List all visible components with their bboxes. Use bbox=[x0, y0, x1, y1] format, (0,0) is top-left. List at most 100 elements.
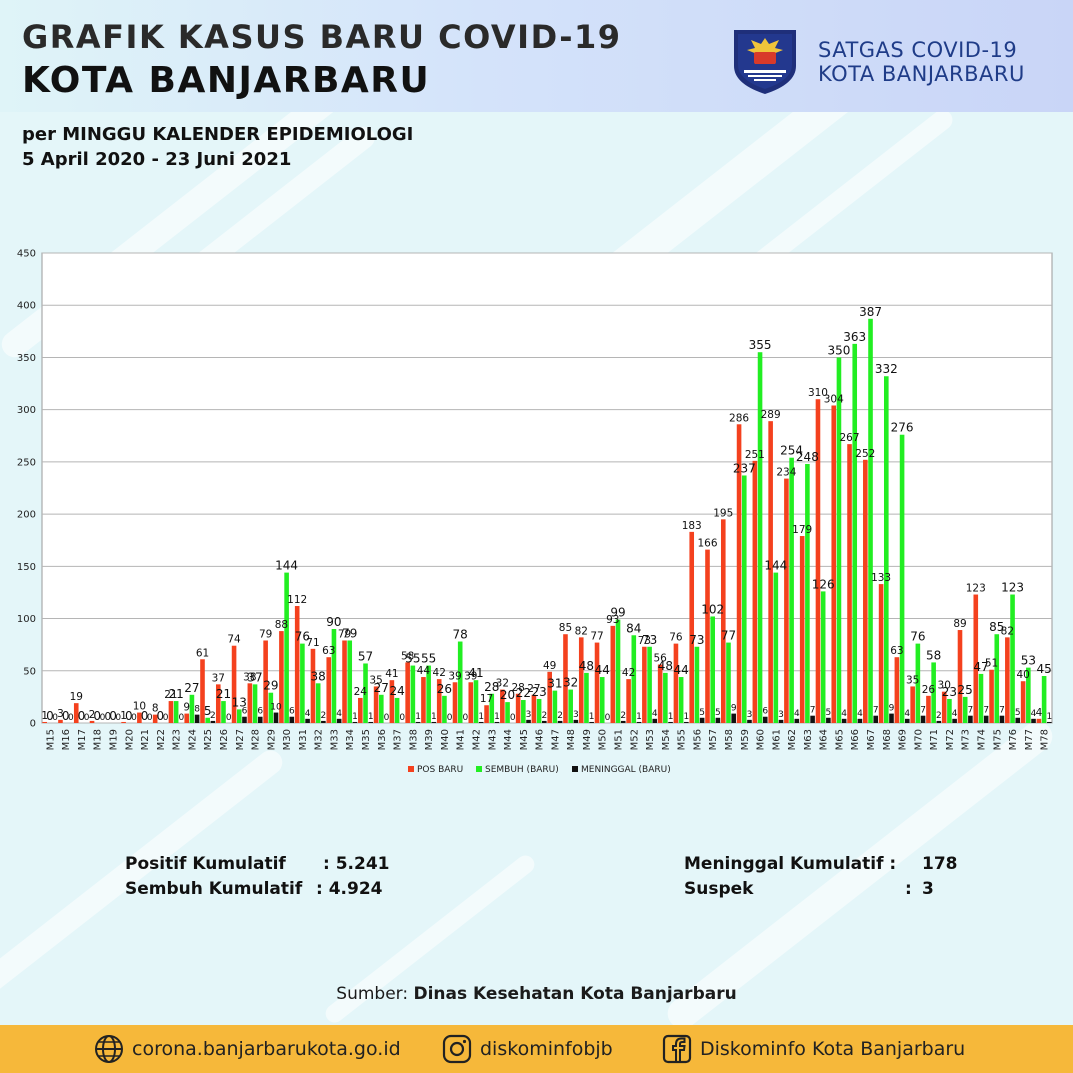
bar-m73-series2 bbox=[968, 715, 973, 723]
y-tick-label-150: 150 bbox=[17, 562, 36, 573]
data-label-m48-series2: 3 bbox=[573, 710, 579, 720]
bar-m77-series1 bbox=[1026, 667, 1031, 723]
bar-m33-series2 bbox=[336, 718, 342, 723]
data-label-m55-series1: 44 bbox=[673, 663, 688, 677]
bar-m67-series0 bbox=[863, 459, 868, 723]
data-label-m20-series0: 1 bbox=[120, 710, 127, 722]
bar-m38-series0 bbox=[405, 662, 410, 723]
bar-m35-series1 bbox=[363, 663, 368, 723]
data-label-m40-series1: 26 bbox=[437, 682, 452, 696]
x-tick-label-m78: M78 bbox=[1040, 729, 1051, 750]
data-label-m57-series1: 102 bbox=[701, 602, 724, 616]
x-tick-label-m74: M74 bbox=[976, 729, 987, 750]
x-tick-label-m53: M53 bbox=[645, 729, 656, 750]
bar-m44-series1 bbox=[505, 702, 510, 723]
data-label-m59-series1: 237 bbox=[733, 461, 756, 475]
data-label-m58-series1: 77 bbox=[721, 629, 736, 643]
data-label-m60-series0: 251 bbox=[745, 449, 765, 461]
data-label-m40-series0: 42 bbox=[433, 667, 446, 679]
bar-m15-series0 bbox=[42, 721, 47, 723]
bar-m62-series0 bbox=[784, 478, 789, 723]
bar-m60-series0 bbox=[752, 460, 758, 723]
page-title-city: KOTA BANJARBARU bbox=[22, 60, 431, 101]
bar-m31-series1 bbox=[300, 643, 305, 723]
data-label-m22-series2: 0 bbox=[163, 713, 169, 723]
data-label-m31-series0: 112 bbox=[287, 594, 307, 606]
bar-m18-series0 bbox=[89, 720, 95, 723]
bar-m78-series0 bbox=[1036, 718, 1042, 723]
bar-m71-series0 bbox=[926, 695, 931, 723]
data-label-m57-series0: 166 bbox=[697, 538, 717, 550]
data-label-m46-series1: 23 bbox=[531, 685, 546, 699]
bar-m55-series1 bbox=[678, 677, 684, 723]
x-tick-label-m43: M43 bbox=[487, 729, 498, 750]
data-label-m32-series2: 2 bbox=[321, 711, 327, 721]
bar-m56-series2 bbox=[699, 717, 705, 723]
data-label-m65-series1: 350 bbox=[827, 343, 850, 357]
bar-m75-series2 bbox=[999, 715, 1005, 723]
data-label-m78-series0: 4 bbox=[1036, 707, 1043, 719]
bar-m51-series0 bbox=[610, 625, 616, 723]
instagram-handle[interactable]: diskominfobjb bbox=[480, 1038, 613, 1060]
x-tick-label-m35: M35 bbox=[361, 729, 372, 750]
data-label-m73-series1: 25 bbox=[958, 683, 973, 697]
website-url[interactable]: corona.banjarbarukota.go.id bbox=[132, 1038, 401, 1060]
bar-m78-series2 bbox=[1047, 721, 1052, 723]
bar-m68-series2 bbox=[889, 713, 894, 723]
footer-bar: corona.banjarbarukota.go.id diskominfobj… bbox=[0, 1025, 1073, 1073]
bar-m66-series1 bbox=[852, 343, 858, 723]
x-tick-label-m77: M77 bbox=[1024, 729, 1035, 750]
data-label-m76-series0: 82 bbox=[1001, 625, 1014, 637]
data-label-m68-series0: 133 bbox=[871, 572, 891, 584]
data-label-m31-series1: 76 bbox=[295, 630, 310, 644]
globe-icon bbox=[95, 1035, 123, 1063]
data-label-m37-series2: 0 bbox=[399, 713, 405, 723]
bar-m17-series0 bbox=[73, 703, 79, 723]
data-label-m51-series1: 99 bbox=[610, 606, 625, 620]
sembuh-kumulatif-label: Sembuh Kumulatif bbox=[125, 879, 303, 899]
bar-m43-series1 bbox=[489, 693, 495, 723]
bar-m72-series0 bbox=[941, 691, 947, 723]
data-label-m69-series2: 4 bbox=[904, 709, 910, 719]
data-label-m19-series2: 0 bbox=[115, 713, 121, 723]
bar-m34-series0 bbox=[342, 640, 347, 723]
bar-m45-series0 bbox=[515, 693, 521, 723]
suspek-separator: : bbox=[905, 879, 912, 899]
data-label-m20-series2: 0 bbox=[131, 713, 137, 723]
data-label-m51-series2: 2 bbox=[620, 711, 626, 721]
x-tick-label-m71: M71 bbox=[929, 729, 940, 750]
data-label-m71-series2: 2 bbox=[936, 711, 942, 721]
y-tick-label-100: 100 bbox=[17, 614, 36, 625]
x-tick-label-m31: M31 bbox=[298, 729, 309, 750]
footer-website[interactable]: corona.banjarbarukota.go.id bbox=[94, 1025, 401, 1073]
bar-m45-series1 bbox=[521, 700, 526, 723]
x-tick-label-m60: M60 bbox=[756, 729, 767, 750]
bar-m60-series1 bbox=[757, 352, 763, 723]
bar-m69-series2 bbox=[904, 718, 910, 723]
footer-instagram[interactable]: diskominfobjb bbox=[442, 1025, 613, 1073]
data-label-m76-series1: 123 bbox=[1001, 581, 1024, 595]
bar-m33-series0 bbox=[326, 657, 332, 723]
facebook-page[interactable]: Diskominfo Kota Banjarbaru bbox=[700, 1038, 966, 1060]
footer-facebook[interactable]: Diskominfo Kota Banjarbaru bbox=[662, 1025, 965, 1073]
suspek-value: 3 bbox=[922, 879, 934, 899]
bar-m35-series0 bbox=[358, 697, 363, 723]
data-label-m36-series1: 27 bbox=[374, 681, 389, 695]
bar-m46-series1 bbox=[536, 698, 542, 723]
legend-label-series0: POS BARU bbox=[417, 765, 463, 775]
x-tick-label-m70: M70 bbox=[913, 729, 924, 750]
data-label-m35-series1: 57 bbox=[358, 649, 373, 663]
data-label-m27-series0: 74 bbox=[227, 634, 241, 646]
data-label-m62-series1: 254 bbox=[780, 444, 803, 458]
bar-m63-series1 bbox=[805, 463, 810, 723]
x-tick-label-m75: M75 bbox=[992, 729, 1003, 750]
data-label-m59-series0: 286 bbox=[729, 412, 749, 424]
data-label-m39-series1: 55 bbox=[421, 652, 436, 666]
bar-m59-series1 bbox=[741, 475, 747, 723]
data-label-m26-series0: 37 bbox=[212, 672, 225, 684]
data-label-m56-series2: 5 bbox=[699, 708, 705, 718]
bar-m76-series2 bbox=[1015, 717, 1021, 723]
data-label-m58-series0: 195 bbox=[713, 507, 733, 519]
bar-m53-series1 bbox=[647, 646, 652, 723]
bar-m26-series0 bbox=[215, 684, 221, 723]
